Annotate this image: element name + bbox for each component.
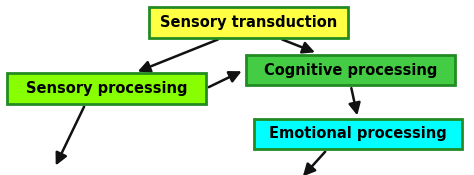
Text: Sensory processing: Sensory processing: [26, 81, 187, 96]
FancyBboxPatch shape: [246, 55, 455, 85]
Text: Sensory transduction: Sensory transduction: [160, 15, 337, 30]
FancyBboxPatch shape: [149, 7, 348, 38]
Text: Cognitive processing: Cognitive processing: [264, 62, 438, 78]
Text: Emotional processing: Emotional processing: [269, 126, 447, 141]
FancyBboxPatch shape: [254, 119, 462, 149]
FancyBboxPatch shape: [7, 73, 206, 104]
